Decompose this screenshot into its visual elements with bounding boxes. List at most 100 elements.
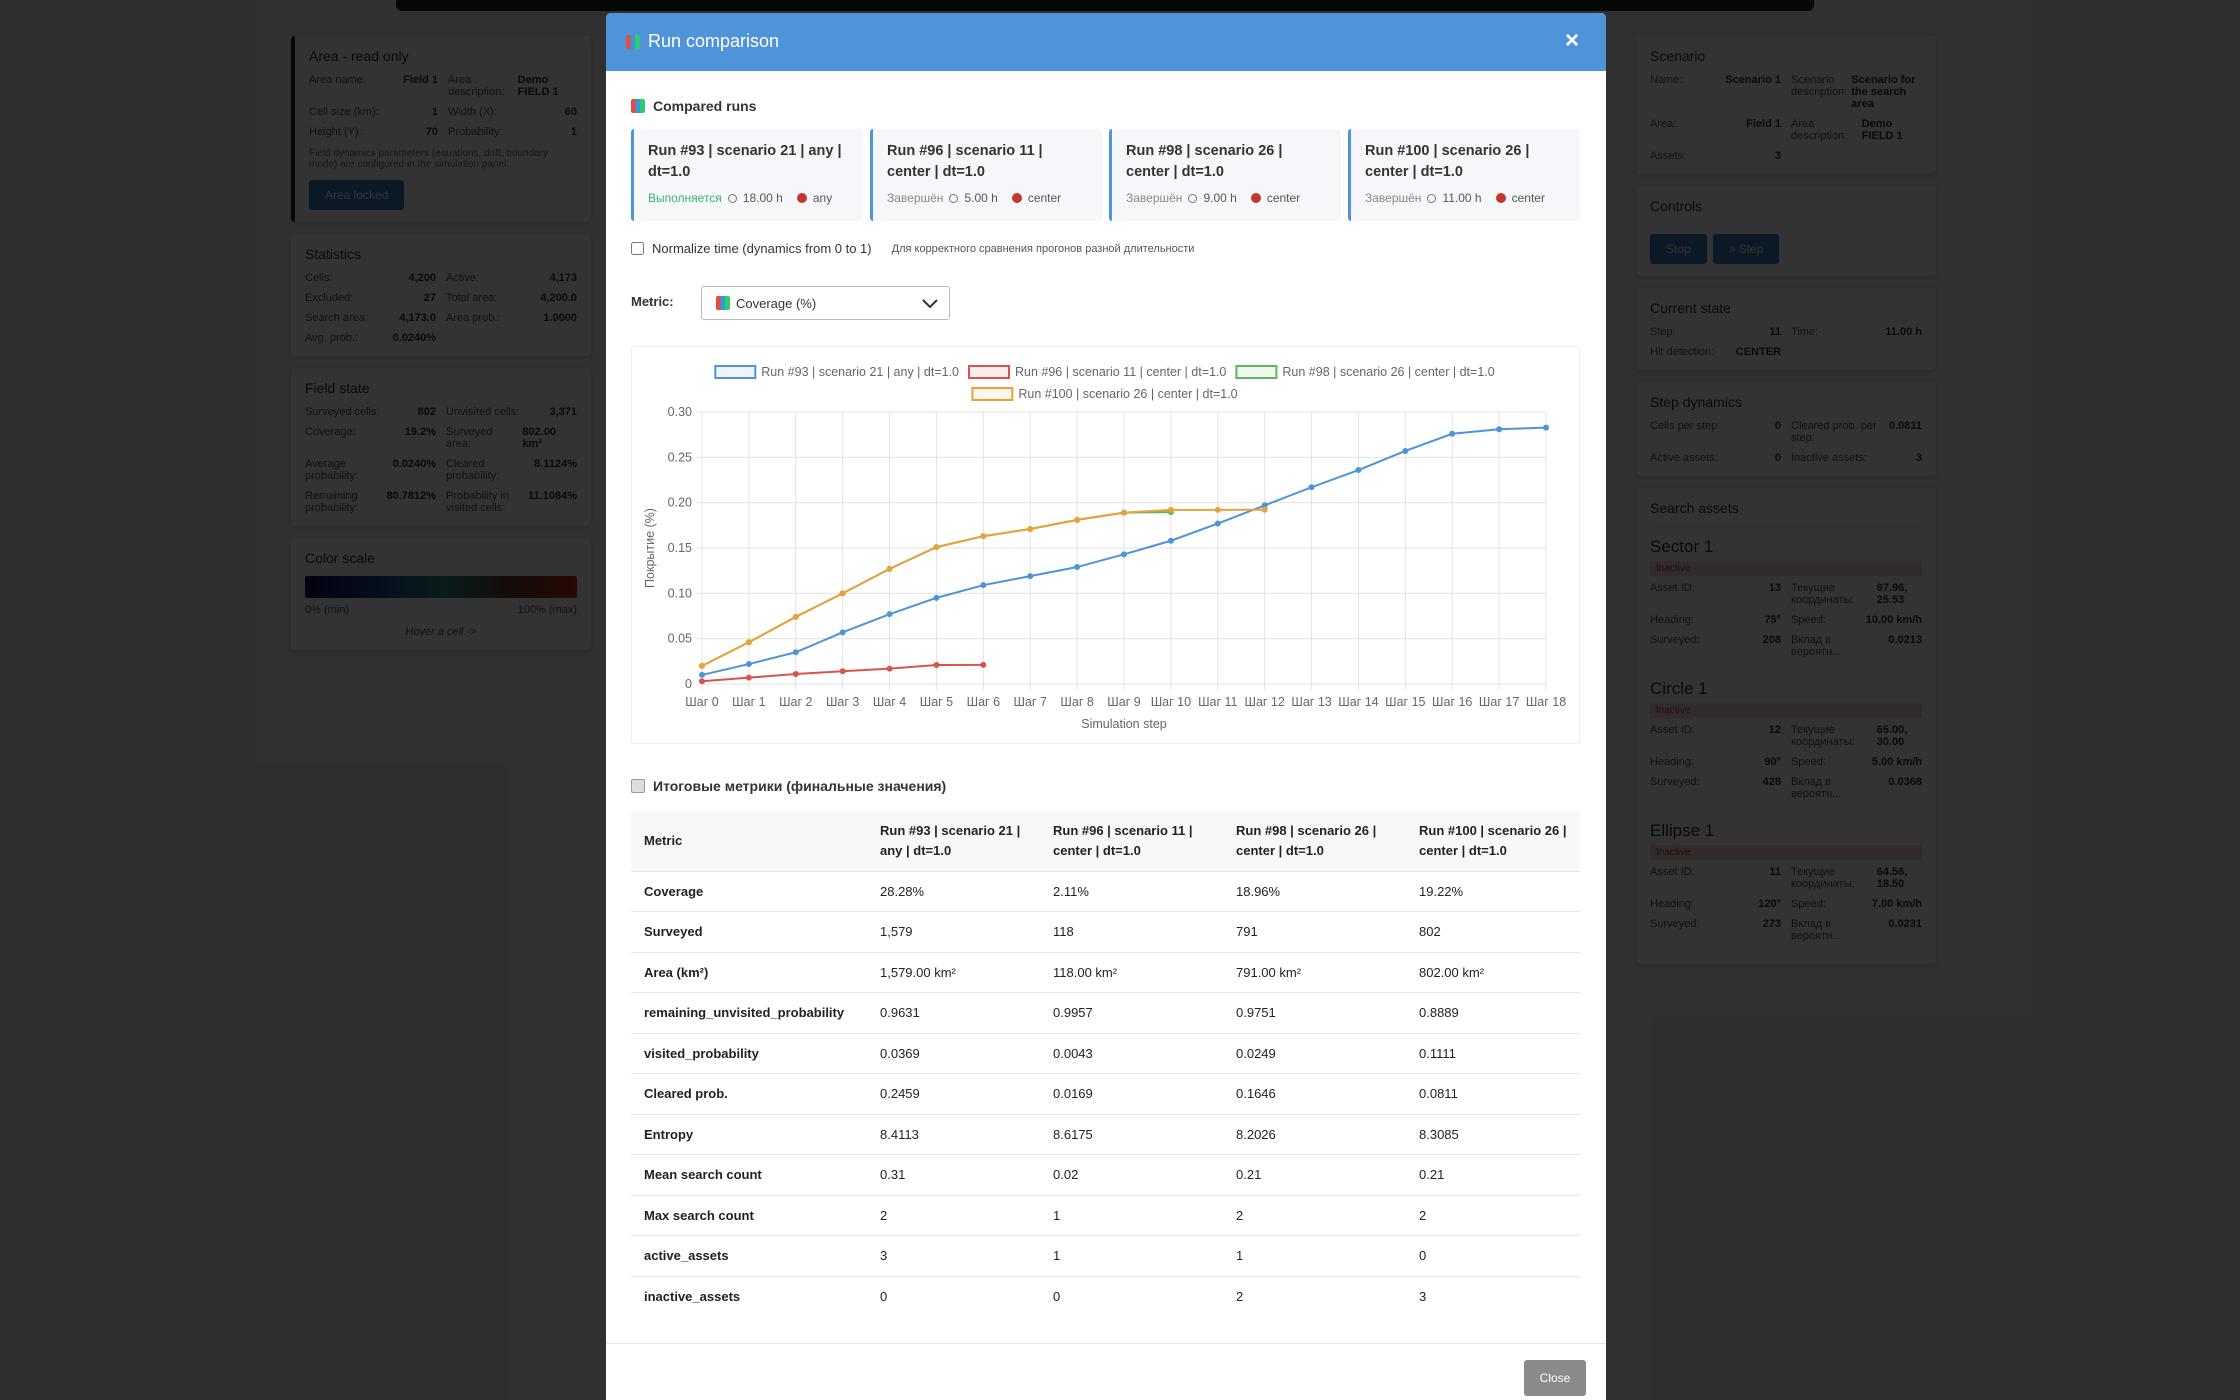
- data-point: [1027, 573, 1034, 580]
- run-title: Run #96 | scenario 11 | center | dt=1.0: [887, 143, 1043, 180]
- x-tick-label: Шаг 4: [873, 695, 906, 709]
- table-cell: 0.21: [1406, 1154, 1580, 1195]
- table-cell: 8.2026: [1223, 1113, 1406, 1155]
- legend-label: Run #100 | scenario 26 | center | dt=1.0: [1018, 387, 1237, 401]
- data-point: [699, 678, 705, 685]
- y-axis-title: Покрытие (%): [643, 508, 657, 588]
- table-cell: 0.0811: [1406, 1073, 1580, 1114]
- run-hours: 18.00 h: [742, 191, 783, 205]
- run-target: center: [1511, 191, 1545, 205]
- run-title: Run #98 | scenario 26 | center | dt=1.0: [1126, 143, 1283, 180]
- table-row: Coverage 28.28% 2.11% 18.96% 19.22%: [631, 870, 1580, 912]
- target-icon: [1011, 193, 1022, 203]
- normalize-hint: Для корректного сравнения прогонов разно…: [891, 242, 1195, 255]
- run-hours: 5.00 h: [964, 191, 998, 205]
- data-point: [745, 639, 752, 646]
- legend-label: Run #93 | scenario 21 | any | dt=1.0: [761, 365, 959, 379]
- table-row: remaining_unvisited_probability 0.9631 0.9…: [631, 992, 1580, 1033]
- data-point: [792, 613, 799, 620]
- normalize-checkbox[interactable]: [631, 242, 644, 255]
- run-meta: Выполняется 18.00 h any: [648, 191, 849, 205]
- table-cell: Area (km²): [631, 951, 867, 993]
- y-tick-label: 0.20: [668, 496, 692, 510]
- run-cards: Run #93 | scenario 21 | any | dt=1.0 Выпо…: [631, 129, 1580, 221]
- run-card: Run #96 | scenario 11 | center | dt=1.0 З…: [870, 129, 1102, 221]
- column-header: Run #96 | scenario 11 | center | dt=1.0: [1040, 811, 1223, 871]
- target-icon: [1495, 193, 1506, 203]
- icon: [631, 779, 645, 793]
- run-status: Завершён: [887, 191, 944, 205]
- table-cell: 0.21: [1223, 1154, 1406, 1195]
- data-point: [886, 665, 893, 672]
- data-point: [933, 661, 940, 668]
- table-cell: active_assets: [631, 1235, 867, 1276]
- x-tick-label: Шаг 11: [1198, 695, 1237, 709]
- run-title: Run #93 | scenario 21 | any | dt=1.0: [648, 143, 842, 180]
- run-meta: Завершён 11.00 h center: [1365, 191, 1566, 205]
- modal: Run comparison × Compared runs Run #93 |…: [606, 13, 1606, 1400]
- data-point: [1214, 506, 1221, 513]
- data-point: [1121, 551, 1127, 558]
- x-tick-label: Шаг 18: [1526, 695, 1566, 709]
- metric-label: Metric:: [631, 294, 674, 309]
- run-status: Выполняется: [648, 191, 722, 205]
- close-button[interactable]: Close: [1524, 1360, 1586, 1396]
- target-icon: [1250, 193, 1261, 203]
- x-tick-label: Шаг 5: [920, 695, 953, 709]
- data-point: [1027, 525, 1034, 532]
- table-cell: Cleared prob.: [631, 1073, 867, 1114]
- data-point: [1214, 520, 1221, 527]
- table-row: active_assets 3 1 1 0: [631, 1235, 1580, 1276]
- table-row: Entropy 8.4113 8.6175 8.2026 8.3085: [631, 1113, 1580, 1155]
- run-status: Завершён: [1365, 191, 1422, 205]
- data-point: [699, 671, 705, 678]
- data-point: [1074, 516, 1081, 523]
- metric-select[interactable]: Coverage (%): [701, 286, 950, 320]
- run-card: Run #93 | scenario 21 | any | dt=1.0 Выпо…: [631, 129, 863, 221]
- run-card: Run #98 | scenario 26 | center | dt=1.0 З…: [1109, 129, 1341, 221]
- target-icon: [796, 193, 807, 203]
- icon: [716, 296, 730, 310]
- run-status: Завершён: [1126, 191, 1183, 205]
- column-header: Run #100 | scenario 26 | center | dt=1.0: [1406, 811, 1580, 871]
- modal-header: Run comparison ×: [606, 13, 1606, 71]
- legend-swatch: [1235, 365, 1278, 379]
- table-cell: remaining_unvisited_probability: [631, 992, 867, 1033]
- table-cell: 28.28%: [867, 870, 1040, 912]
- table-heading: Итоговые метрики (финальные значения): [653, 778, 947, 794]
- table-cell: 1: [1040, 1194, 1223, 1236]
- x-tick-label: Шаг 2: [779, 695, 812, 709]
- run-hours: 9.00 h: [1203, 191, 1237, 205]
- data-point: [1355, 467, 1362, 474]
- y-tick-label: 0.25: [668, 450, 692, 464]
- table-cell: 1: [1223, 1235, 1406, 1276]
- data-point: [792, 649, 799, 656]
- column-header: Metric: [631, 811, 867, 871]
- y-tick-label: 0.10: [668, 586, 692, 600]
- table-cell: 8.4113: [867, 1113, 1040, 1155]
- data-point: [1121, 509, 1127, 516]
- data-point: [1496, 426, 1503, 433]
- data-point: [886, 611, 893, 618]
- table-cell: 118.00 km²: [1040, 951, 1223, 993]
- clock-icon: [949, 193, 959, 203]
- table-cell: 802: [1406, 911, 1580, 952]
- table-cell: 19.22%: [1406, 870, 1580, 912]
- table-cell: 0.9631: [867, 992, 1040, 1033]
- close-icon[interactable]: ×: [1565, 27, 1580, 54]
- table-cell: Mean search count: [631, 1154, 867, 1195]
- table-row: Surveyed 1,579 118 791 802: [631, 911, 1580, 952]
- icon: [631, 99, 645, 113]
- table-cell: 0.0043: [1040, 1032, 1223, 1074]
- x-tick-label: Шаг 9: [1107, 695, 1140, 709]
- table-cell: 0.2459: [867, 1073, 1040, 1114]
- data-point: [1308, 484, 1315, 491]
- run-meta: Завершён 9.00 h center: [1126, 191, 1327, 205]
- modal-title: Run comparison: [648, 31, 780, 51]
- y-tick-label: 0.15: [668, 541, 692, 555]
- table-row: visited_probability 0.0369 0.0043 0.0249 0.1…: [631, 1032, 1580, 1074]
- x-tick-label: Шаг 16: [1432, 695, 1472, 709]
- x-tick-label: Шаг 10: [1151, 695, 1191, 709]
- data-point: [839, 590, 846, 597]
